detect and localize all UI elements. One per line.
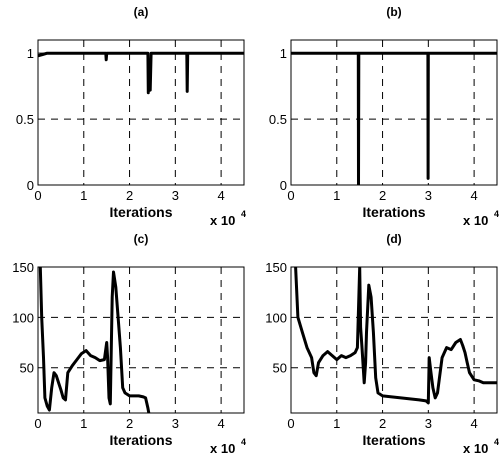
x-multiplier-exponent: 4 <box>241 437 246 447</box>
x-tick-label: 4 <box>217 188 224 203</box>
axes-box <box>37 39 245 186</box>
series-line <box>291 51 497 185</box>
series-line <box>38 51 244 95</box>
y-tick-label: 0.5 <box>16 112 34 127</box>
x-tick-label: 3 <box>425 188 432 203</box>
x-axis-label: Iterations <box>109 204 172 220</box>
series-line <box>294 267 497 405</box>
x-tick-label: 2 <box>379 416 386 431</box>
x-tick-label: 0 <box>287 188 294 203</box>
x-tick-label: 4 <box>470 416 477 431</box>
x-tick-label: 2 <box>126 188 133 203</box>
y-tick-label: 0 <box>280 178 287 193</box>
chart-panel-1: (b) 0 1 2 3 4 0 0.5 1 Iterations x 10 4 <box>269 5 499 228</box>
x-multiplier: x 10 <box>463 441 488 456</box>
x-tick-label: 0 <box>34 188 41 203</box>
x-multiplier: x 10 <box>210 441 235 456</box>
x-multiplier-exponent: 4 <box>494 209 499 219</box>
series-line <box>38 267 151 413</box>
x-tick-label: 0 <box>34 416 41 431</box>
x-tick-label: 3 <box>425 416 432 431</box>
x-tick-label: 3 <box>172 416 179 431</box>
x-multiplier-exponent: 4 <box>494 437 499 447</box>
chart-panel-2: (c) 0 1 2 3 4 50 100 150 Iterations x 10 4 <box>12 232 246 456</box>
panel-title: (c) <box>134 232 149 246</box>
panel-title: (a) <box>134 5 149 19</box>
chart-panel-3: (d) 0 1 2 3 4 50 100 150 Iterations x 10 4 <box>265 232 499 456</box>
y-tick-label: 150 <box>265 260 287 275</box>
y-tick-label: 100 <box>12 310 34 325</box>
y-tick-label: 0 <box>27 178 34 193</box>
panel-title: (b) <box>386 5 401 19</box>
panel-title: (d) <box>386 232 401 246</box>
x-multiplier: x 10 <box>210 213 235 228</box>
x-axis-label: Iterations <box>362 204 425 220</box>
x-tick-label: 4 <box>217 416 224 431</box>
y-tick-label: 0.5 <box>269 112 287 127</box>
axes-box <box>37 266 245 414</box>
x-multiplier: x 10 <box>463 213 488 228</box>
y-tick-label: 50 <box>273 361 287 376</box>
y-tick-label: 50 <box>20 361 34 376</box>
x-tick-label: 1 <box>80 416 87 431</box>
y-tick-label: 1 <box>280 46 287 61</box>
y-tick-label: 100 <box>265 310 287 325</box>
x-axis-label: Iterations <box>362 432 425 448</box>
y-tick-label: 1 <box>27 46 34 61</box>
x-axis-label: Iterations <box>109 432 172 448</box>
x-tick-label: 1 <box>333 188 340 203</box>
x-multiplier-exponent: 4 <box>241 209 246 219</box>
x-tick-label: 0 <box>287 416 294 431</box>
x-tick-label: 3 <box>172 188 179 203</box>
chart-panel-0: (a) 0 1 2 3 4 0 0.5 1 Iterations x 10 4 <box>16 5 246 228</box>
x-tick-label: 1 <box>80 188 87 203</box>
axes-box <box>290 266 498 414</box>
x-tick-label: 1 <box>333 416 340 431</box>
axes-box <box>290 39 498 186</box>
x-tick-label: 4 <box>470 188 477 203</box>
y-tick-label: 150 <box>12 260 34 275</box>
x-tick-label: 2 <box>126 416 133 431</box>
x-tick-label: 2 <box>379 188 386 203</box>
